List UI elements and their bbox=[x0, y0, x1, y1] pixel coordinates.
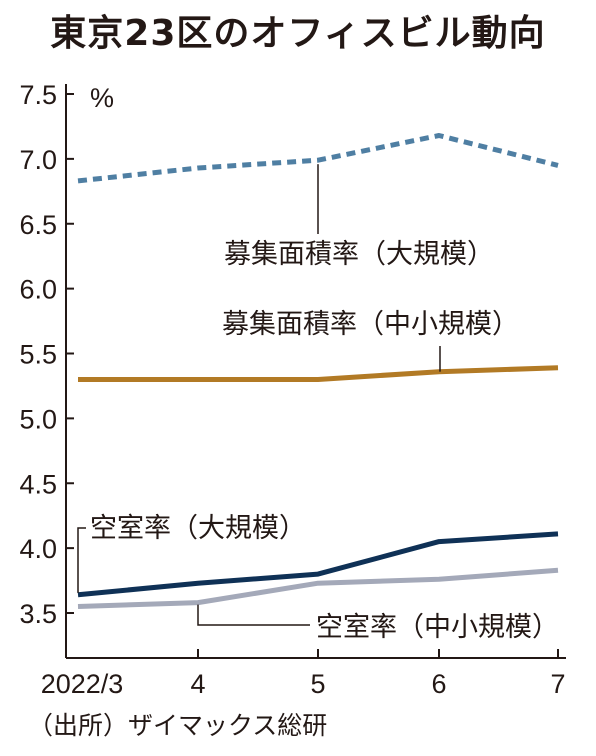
x-tick-label: 4 bbox=[190, 669, 205, 699]
x-tick-label: 5 bbox=[310, 669, 325, 699]
y-tick-label: 6.0 bbox=[19, 275, 57, 305]
leader-line-vacancy-rate-small bbox=[197, 604, 310, 626]
y-tick-label: 3.5 bbox=[19, 599, 57, 629]
series-label-vacancy-rate-large: 空室率（大規模） bbox=[90, 513, 306, 544]
y-tick-label: 5.0 bbox=[19, 404, 57, 434]
series-label-offering-rate-small: 募集面積率（中小規模） bbox=[222, 309, 519, 340]
series-line-vacancy-rate-small bbox=[77, 567, 559, 609]
y-tick-label: 4.5 bbox=[19, 469, 57, 499]
source-note: （出所）ザイマックス総研 bbox=[28, 711, 328, 740]
y-tick-label: 5.5 bbox=[19, 340, 57, 370]
y-tick-label: 6.5 bbox=[19, 210, 57, 240]
y-axis-unit: % bbox=[90, 83, 114, 113]
x-tick-label: 6 bbox=[431, 669, 446, 699]
leader-line-vacancy-rate-large bbox=[77, 527, 86, 593]
series-label-offering-rate-large: 募集面積率（大規模） bbox=[224, 239, 494, 270]
series-line-offering-rate-small bbox=[78, 365, 559, 382]
series-line-offering-rate-large bbox=[77, 133, 559, 184]
y-tick-label: 7.0 bbox=[19, 145, 57, 175]
y-tick-label: 7.5 bbox=[19, 80, 57, 110]
y-tick-label: 4.0 bbox=[19, 534, 57, 564]
x-tick-label: 2022/3 bbox=[41, 669, 124, 699]
series-line-vacancy-rate-large bbox=[77, 531, 559, 598]
x-tick-label: 7 bbox=[550, 669, 565, 699]
chart-title: 東京23区のオフィスビル動向 bbox=[50, 13, 546, 54]
series-label-vacancy-rate-small: 空室率（中小規模） bbox=[316, 612, 559, 643]
